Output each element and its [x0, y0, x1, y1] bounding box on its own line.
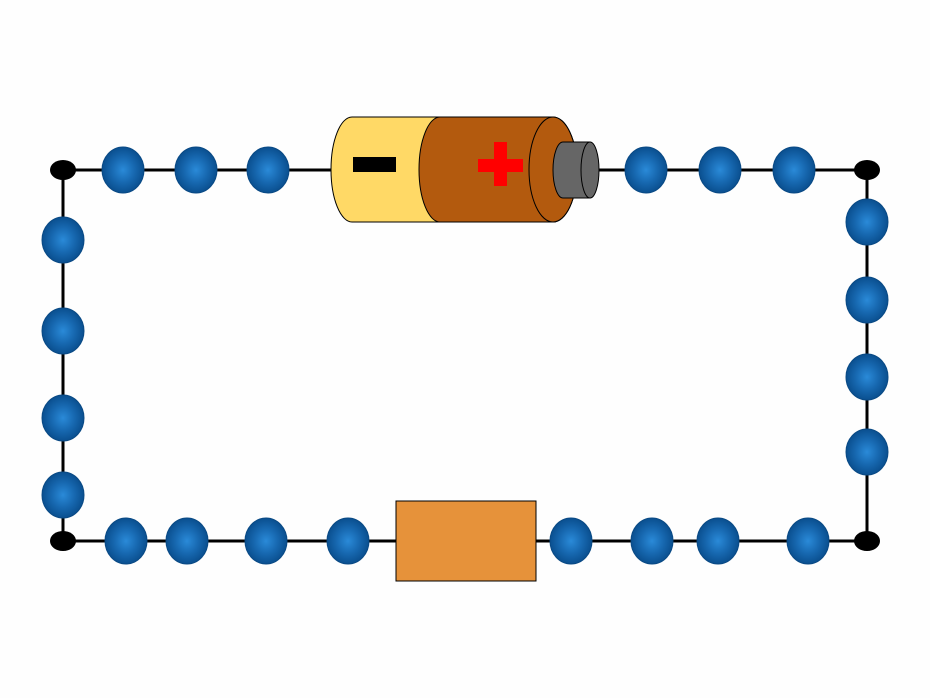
battery-terminal-cap: [580, 141, 600, 199]
electron: [41, 307, 85, 355]
electron: [845, 276, 889, 324]
electron: [104, 517, 148, 565]
electron: [41, 216, 85, 264]
corner-node-top-right: [854, 160, 880, 180]
wire-loop: [61, 168, 869, 543]
plus-sign-icon: [478, 142, 523, 186]
resistor: [395, 500, 537, 582]
electron: [41, 394, 85, 442]
corner-node-bottom-left: [50, 531, 76, 551]
electron: [246, 146, 290, 194]
electron: [549, 517, 593, 565]
electron: [165, 517, 209, 565]
electron: [174, 146, 218, 194]
electrons: [41, 146, 889, 565]
electron: [624, 146, 668, 194]
battery: [330, 116, 600, 223]
electron: [845, 353, 889, 401]
electron: [41, 471, 85, 519]
electron: [772, 146, 816, 194]
electron: [786, 517, 830, 565]
battery-terminal: [552, 141, 591, 199]
minus-sign-icon: [353, 157, 396, 172]
electron: [845, 428, 889, 476]
electron: [326, 517, 370, 565]
corner-node-top-left: [50, 160, 76, 180]
electron: [630, 517, 674, 565]
corner-node-bottom-right: [854, 531, 880, 551]
electron: [244, 517, 288, 565]
electron: [698, 146, 742, 194]
electron: [845, 198, 889, 246]
corner-nodes: [50, 160, 880, 551]
electron: [101, 146, 145, 194]
electron: [696, 517, 740, 565]
